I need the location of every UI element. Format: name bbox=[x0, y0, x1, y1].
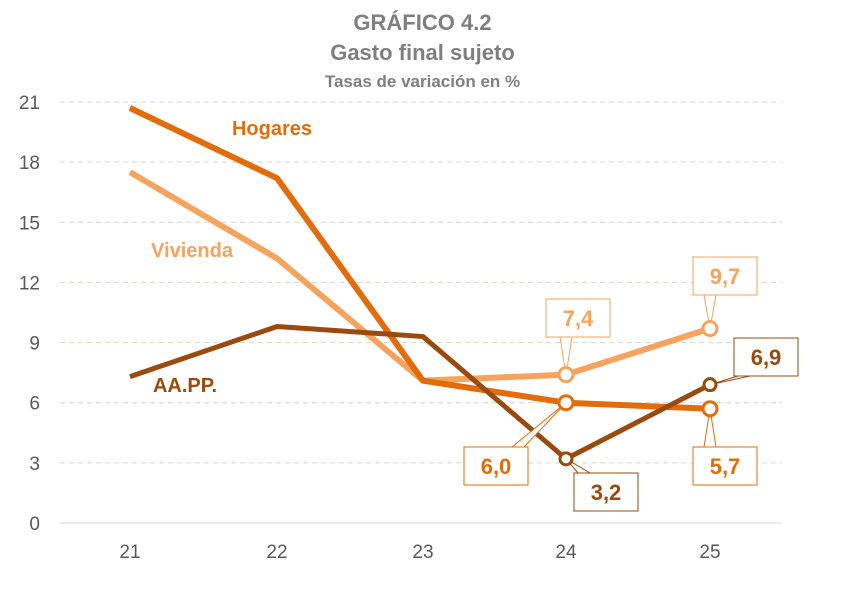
series-label: AA.PP. bbox=[153, 375, 217, 397]
x-tick-label: 23 bbox=[412, 542, 433, 563]
series-label: Vivienda bbox=[151, 240, 234, 262]
y-tick-label: 18 bbox=[19, 153, 40, 174]
data-point-marker bbox=[557, 366, 575, 384]
series-label: Hogares bbox=[232, 118, 312, 140]
chart-units-label: Tasas de variación en % bbox=[324, 72, 521, 91]
data-label: 3,2 bbox=[591, 480, 622, 505]
y-tick-label: 9 bbox=[29, 334, 40, 355]
series-line-aapp bbox=[129, 324, 712, 462]
y-tick-label: 21 bbox=[19, 93, 40, 114]
series-line-hogares bbox=[128, 105, 711, 412]
x-tick-label: 24 bbox=[555, 542, 577, 563]
y-tick-label: 3 bbox=[29, 454, 40, 475]
data-point-marker bbox=[701, 400, 719, 418]
callout-box bbox=[573, 472, 639, 512]
y-tick-label: 6 bbox=[29, 394, 40, 415]
data-point-marker bbox=[558, 451, 574, 467]
data-point-marker bbox=[701, 320, 719, 338]
callout-box bbox=[545, 298, 611, 338]
callout-pointer bbox=[510, 402, 567, 448]
chart-title: GRÁFICO 4.2 bbox=[353, 10, 492, 35]
data-label: 7,4 bbox=[563, 306, 594, 331]
callout-box bbox=[463, 446, 529, 486]
data-label: 6,9 bbox=[751, 345, 782, 370]
x-tick-label: 22 bbox=[266, 542, 287, 563]
data-point-marker bbox=[702, 377, 718, 393]
chart-subtitle: Gasto final sujeto bbox=[330, 40, 515, 65]
y-tick-label: 15 bbox=[19, 213, 40, 234]
callout-box bbox=[692, 256, 758, 296]
data-label: 6,0 bbox=[481, 454, 512, 479]
data-label: 5,7 bbox=[710, 454, 741, 479]
y-tick-label: 0 bbox=[29, 514, 40, 535]
callout-box bbox=[692, 446, 758, 486]
callout-box bbox=[733, 337, 799, 377]
x-tick-label: 25 bbox=[699, 542, 720, 563]
data-point-marker bbox=[557, 394, 575, 412]
x-tick-label: 21 bbox=[119, 542, 140, 563]
data-label: 9,7 bbox=[710, 264, 741, 289]
y-tick-label: 12 bbox=[19, 273, 40, 294]
